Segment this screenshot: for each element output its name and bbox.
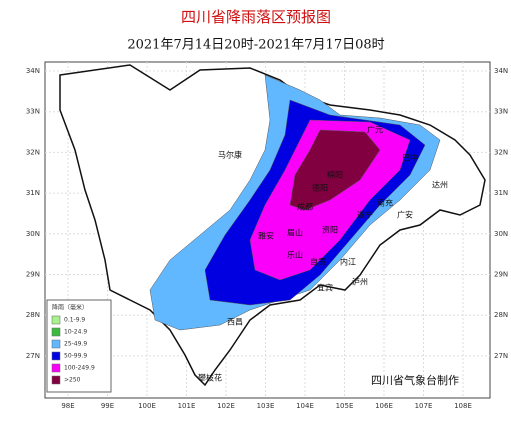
lat-label: 30N xyxy=(26,230,40,238)
city-label: 马尔康 xyxy=(218,150,242,160)
city-label: 眉山 xyxy=(287,228,303,238)
legend-swatch xyxy=(51,351,61,361)
lat-label: 32N xyxy=(26,148,40,156)
city-label: 成都 xyxy=(297,202,313,212)
legend-swatch xyxy=(51,375,61,385)
city-label: 西昌 xyxy=(227,318,243,327)
city-label: 泸州 xyxy=(352,277,368,287)
lat-label: 30N xyxy=(494,230,508,238)
city-label: 攀枝花 xyxy=(198,373,222,383)
legend-label: 100-249.9 xyxy=(64,365,95,372)
lat-label: 29N xyxy=(26,271,40,279)
legend-title: 降雨（毫米） xyxy=(52,304,88,312)
city-label: 雅安 xyxy=(258,231,274,241)
lon-label: 103E xyxy=(257,402,275,410)
lon-label: 102E xyxy=(217,402,235,410)
lat-label: 34N xyxy=(26,67,40,75)
lat-label: 34N xyxy=(494,67,508,75)
lat-label: 28N xyxy=(494,311,508,319)
legend-label: 10-24.9 xyxy=(64,329,87,336)
lon-label: 99E xyxy=(101,402,114,410)
legend-swatch xyxy=(51,339,61,349)
lat-label: 28N xyxy=(26,311,40,319)
title: 四川省降雨落区预报图 xyxy=(181,8,331,26)
legend-label: >250 xyxy=(64,377,81,384)
city-label: 乐山 xyxy=(287,250,303,260)
legend-swatch xyxy=(51,363,61,373)
legend-swatch xyxy=(51,315,61,325)
lon-label: 107E xyxy=(415,402,433,410)
lon-label: 98E xyxy=(61,402,74,410)
legend-swatch xyxy=(51,327,61,337)
lat-label: 33N xyxy=(494,108,508,116)
legend-label: 0.1-9.9 xyxy=(64,317,85,324)
lat-label: 33N xyxy=(26,108,40,116)
lat-label: 32N xyxy=(494,148,508,156)
city-label: 南充 xyxy=(377,198,393,208)
lon-label: 105E xyxy=(336,402,354,410)
lon-label: 108E xyxy=(454,402,472,410)
city-label: 遂宁 xyxy=(357,210,373,220)
city-label: 巴中 xyxy=(402,153,418,163)
city-label: 德阳 xyxy=(312,183,328,193)
city-label: 内江 xyxy=(340,257,356,267)
subtitle: 2021年7月14日20时-2021年7月17日08时 xyxy=(127,38,384,53)
lat-label: 31N xyxy=(26,189,40,197)
rain-zone xyxy=(289,129,381,211)
lat-label: 31N xyxy=(494,189,508,197)
credit: 四川省气象台制作 xyxy=(371,373,459,387)
legend: 降雨（毫米） 0.1-9.9 10-24.9 25-49.9 50-99.9 100-2… xyxy=(46,299,112,393)
city-label: 达州 xyxy=(432,180,448,190)
lon-label: 101E xyxy=(178,402,196,410)
lon-label: 100E xyxy=(138,402,156,410)
city-label: 广元 xyxy=(367,125,383,135)
city-label: 宜宾 xyxy=(317,283,333,293)
legend-label: 25-49.9 xyxy=(64,341,87,348)
legend-label: 50-99.9 xyxy=(64,353,87,360)
city-label: 自贡 xyxy=(310,257,326,267)
lon-label: 106E xyxy=(375,402,393,410)
lat-label: 27N xyxy=(26,352,40,360)
lat-label: 29N xyxy=(494,271,508,279)
city-label: 广安 xyxy=(397,210,413,220)
city-label: 绵阳 xyxy=(327,170,343,180)
city-label: 资阳 xyxy=(322,225,338,235)
lon-label: 104E xyxy=(296,402,314,410)
lat-label: 27N xyxy=(494,352,508,360)
